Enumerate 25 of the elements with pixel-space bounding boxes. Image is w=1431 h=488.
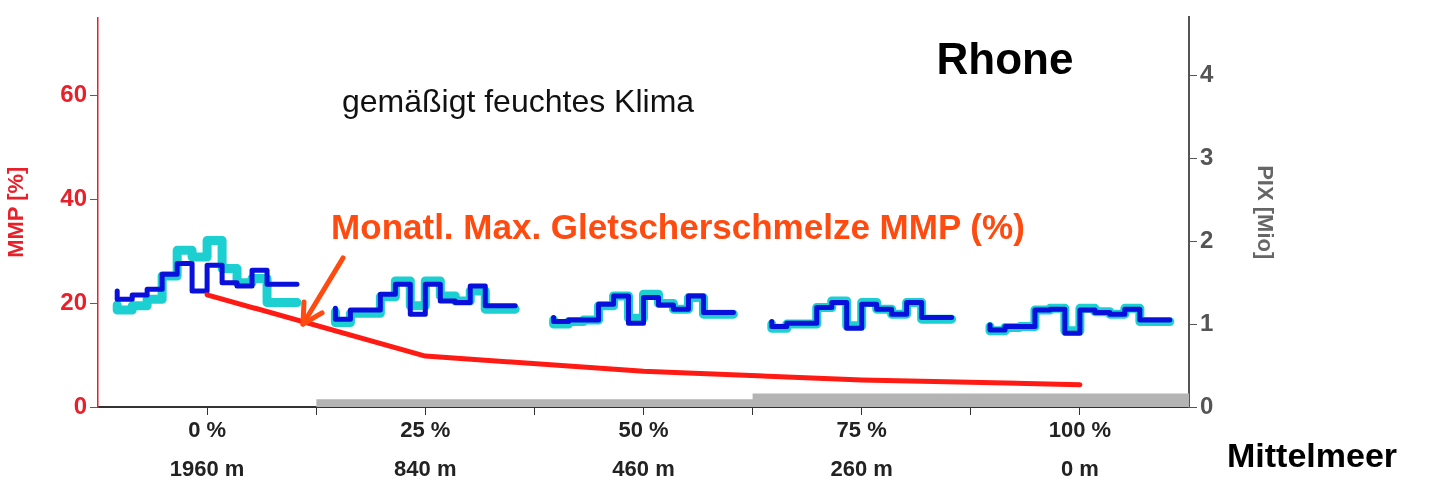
y2-tick-label: 3 xyxy=(1200,142,1214,170)
text: Mittelmeer xyxy=(1226,436,1398,475)
annotation: Monatl. Max. Gletscherschmelze MMP (%) xyxy=(331,206,1025,246)
x-tick-label: 25 % xyxy=(400,417,451,443)
y-tick-label: 0 xyxy=(73,391,87,419)
text: 1960 m xyxy=(169,456,245,482)
text: 260 m xyxy=(830,456,893,482)
text: 460 m xyxy=(612,456,675,482)
y2-tick-label: 2 xyxy=(1200,225,1214,253)
y2-tick-label: 1 xyxy=(1200,308,1214,336)
x-tick-label: 100 % xyxy=(1048,417,1112,443)
y2-axis-title: PIX [Mio] xyxy=(1252,165,1278,260)
text: 840 m xyxy=(394,456,457,482)
y2-tick-label: 0 xyxy=(1200,391,1214,419)
y-tick-label: 40 xyxy=(60,183,87,211)
x-tick-label: 0 % xyxy=(188,417,227,443)
y2-tick-label: 4 xyxy=(1200,60,1214,88)
annotation: Rhone xyxy=(936,34,1074,84)
x-tick-label: 50 % xyxy=(618,417,669,443)
y-tick-label: 20 xyxy=(60,287,87,315)
y-axis-title: MMP [%] xyxy=(3,166,29,258)
x-tick-label: 75 % xyxy=(836,417,887,443)
text: 0 m xyxy=(1060,456,1099,482)
annotation: gemäßigt feuchtes Klima xyxy=(341,82,695,119)
y-tick-label: 60 xyxy=(60,79,87,107)
